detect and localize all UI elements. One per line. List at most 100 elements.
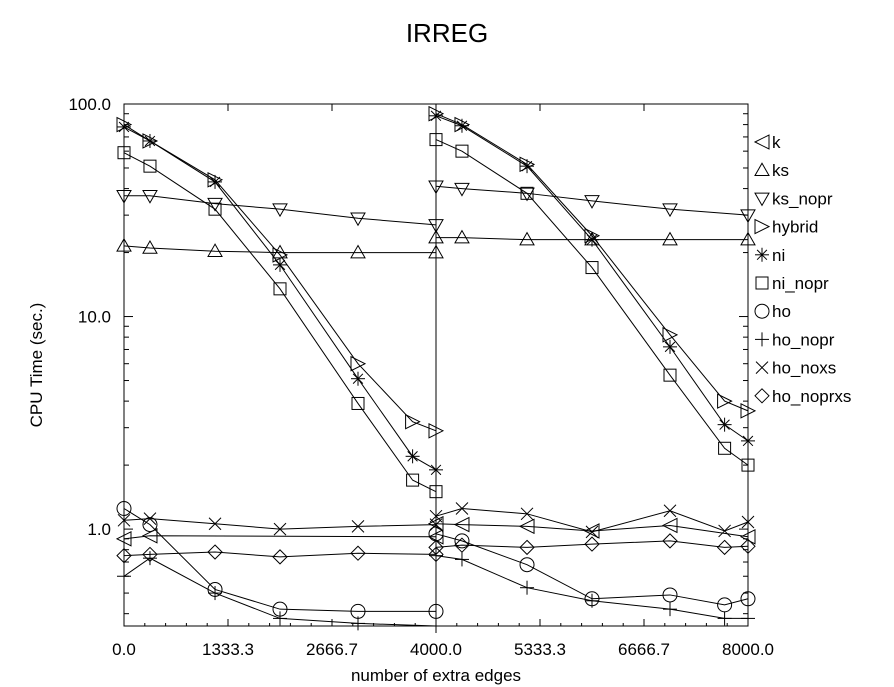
point-ho-noprxs <box>116 547 132 564</box>
y-tick-label: 100.0 <box>68 95 111 114</box>
x-tick-label: 2666.7 <box>306 640 358 659</box>
point-ho-noprxs <box>428 539 444 556</box>
x-tick-label: 1333.3 <box>202 640 254 659</box>
x-tick-label: 6666.7 <box>618 640 670 659</box>
point-ni-nopr <box>663 368 677 382</box>
series-line-k-panel-1 <box>123 535 437 540</box>
legend-marker-ho <box>754 303 770 319</box>
series-line-ho-nopr-panel-2 <box>435 555 748 619</box>
point-k <box>583 523 600 539</box>
point-ho <box>662 587 678 603</box>
point-ho-noxs <box>143 512 157 525</box>
point-ni <box>741 433 755 448</box>
legend-marker-ni-nopr <box>755 276 769 290</box>
point-ks-nopr <box>272 203 288 218</box>
point-ho-noxs <box>585 525 599 539</box>
point-ho-noxs <box>718 524 731 538</box>
plot-area: 0.0 1333.3 2666.7 4000.0 5333.3 6666.7 8000.0 … <box>68 95 774 659</box>
point-ks <box>207 243 223 257</box>
point-ni <box>429 108 443 123</box>
point-hybrid <box>717 393 733 409</box>
point-ho-nopr <box>454 552 469 567</box>
point-ni <box>663 339 677 354</box>
y-tick-label: 10.0 <box>78 308 111 327</box>
series-line-hybrid-panel-2 <box>435 113 749 412</box>
point-ks-nopr <box>116 190 132 204</box>
point-ni-nopr <box>429 133 443 147</box>
point-ho-nopr <box>663 602 677 617</box>
point-ni <box>142 133 157 148</box>
legend-marker-ho-nopr <box>755 332 769 347</box>
point-ks-nopr <box>428 180 444 195</box>
series-line-ni-nopr-panel-1 <box>123 152 437 493</box>
x-tick-label: 5333.3 <box>514 640 566 659</box>
point-ho-nopr <box>585 593 599 608</box>
point-ni-nopr <box>143 159 157 173</box>
legend-label-ho: ho <box>772 302 791 321</box>
point-ks-nopr <box>662 203 678 218</box>
point-ho-noprxs <box>740 538 756 555</box>
point-ho-nopr <box>208 586 223 601</box>
point-hybrid <box>350 355 367 372</box>
series-layer <box>115 105 757 633</box>
point-ho-noxs <box>741 515 755 529</box>
series-line-ho-nopr-panel-1 <box>123 557 437 627</box>
point-ho <box>116 500 132 516</box>
point-ks <box>116 237 132 252</box>
legend-label-ni: ni <box>772 246 785 265</box>
point-ho <box>740 591 756 607</box>
point-ni-nopr <box>429 485 443 499</box>
point-ho-nopr <box>520 580 535 595</box>
point-ho-nopr <box>741 611 755 626</box>
point-ni <box>208 174 223 189</box>
point-ks-nopr <box>142 190 158 204</box>
point-ks <box>428 244 444 259</box>
series-line-ho-noxs-panel-1 <box>123 518 437 530</box>
point-ho-noxs <box>351 520 365 533</box>
point-ks <box>428 229 444 244</box>
point-ks-nopr <box>428 219 444 233</box>
point-ks-nopr <box>740 209 756 224</box>
point-ho-noprxs <box>142 546 158 563</box>
point-hybrid <box>428 423 445 439</box>
series-line-k-panel-2 <box>435 523 749 538</box>
legend-marker-ks-nopr <box>754 192 770 207</box>
chart-title: IRREG <box>406 18 488 48</box>
point-ks-nopr <box>519 187 535 202</box>
point-ni-nopr <box>455 144 469 158</box>
point-ho <box>519 557 535 573</box>
point-ho-noxs <box>429 509 443 523</box>
point-ks <box>350 244 366 259</box>
point-ks-nopr <box>207 197 223 212</box>
point-ho-noxs <box>663 504 677 518</box>
point-ho-nopr <box>351 616 365 631</box>
point-ho-nopr <box>273 611 287 626</box>
point-ni <box>429 462 443 477</box>
point-ni <box>717 417 732 432</box>
point-ho-noprxs <box>454 537 470 553</box>
point-hybrid <box>740 403 757 419</box>
x-tick-label: 4000.0 <box>410 640 462 659</box>
legend-marker-ni <box>755 247 769 262</box>
point-k <box>739 528 756 545</box>
x-axis-label: number of extra edges <box>351 666 521 685</box>
point-ni-nopr <box>117 146 131 160</box>
point-k <box>453 516 470 533</box>
legend-label-ni-nopr: ni_nopr <box>772 274 829 293</box>
point-ni-nopr <box>718 441 732 455</box>
point-ni <box>520 159 535 174</box>
point-ho <box>428 603 444 619</box>
point-ho-noprxs <box>207 544 223 560</box>
series-line-ni-nopr-panel-2 <box>435 139 749 466</box>
point-ho-nopr <box>717 611 732 626</box>
legend-marker-hybrid <box>754 218 771 235</box>
legend-marker-ks <box>754 162 770 176</box>
point-ho-noprxs <box>350 545 366 561</box>
legend-label-k: k <box>772 133 781 152</box>
point-ho-noprxs <box>662 533 678 549</box>
series-line-ho-noprxs-panel-2 <box>435 540 749 548</box>
point-ni-nopr <box>585 261 599 275</box>
point-ks <box>142 240 158 254</box>
point-ni-nopr <box>520 186 534 200</box>
